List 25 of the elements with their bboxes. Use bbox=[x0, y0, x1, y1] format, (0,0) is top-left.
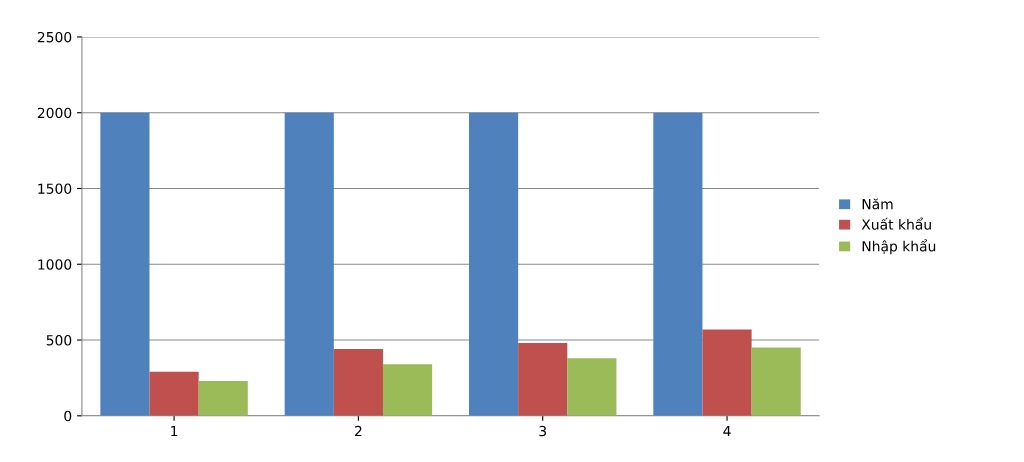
x-tick-label: 2 bbox=[355, 425, 362, 437]
bar bbox=[100, 112, 150, 416]
bar bbox=[284, 112, 334, 416]
bar bbox=[653, 112, 703, 416]
bar bbox=[702, 329, 752, 416]
bar bbox=[751, 347, 801, 416]
y-tick-label: 0 bbox=[64, 410, 72, 422]
bar bbox=[333, 349, 383, 416]
bar bbox=[149, 371, 199, 416]
bar bbox=[382, 364, 433, 416]
x-tick-label: 4 bbox=[723, 425, 731, 437]
bar bbox=[567, 358, 617, 416]
bar bbox=[518, 343, 568, 416]
y-tick-label: 1000 bbox=[38, 259, 72, 270]
y-tick-label: 1500 bbox=[38, 183, 72, 194]
legend-label: Năm bbox=[862, 198, 893, 210]
legend-label: Xuất khẩu bbox=[861, 217, 931, 230]
bar bbox=[468, 112, 519, 416]
x-tick-label: 1 bbox=[171, 425, 178, 437]
y-tick-label: 2500 bbox=[37, 31, 72, 43]
y-tick-label: 500 bbox=[46, 335, 72, 346]
x-tick-label: 3 bbox=[539, 425, 547, 437]
legend-label: Nhập khẩu bbox=[862, 239, 936, 255]
bar bbox=[198, 380, 248, 416]
y-tick-label: 2000 bbox=[37, 107, 72, 119]
